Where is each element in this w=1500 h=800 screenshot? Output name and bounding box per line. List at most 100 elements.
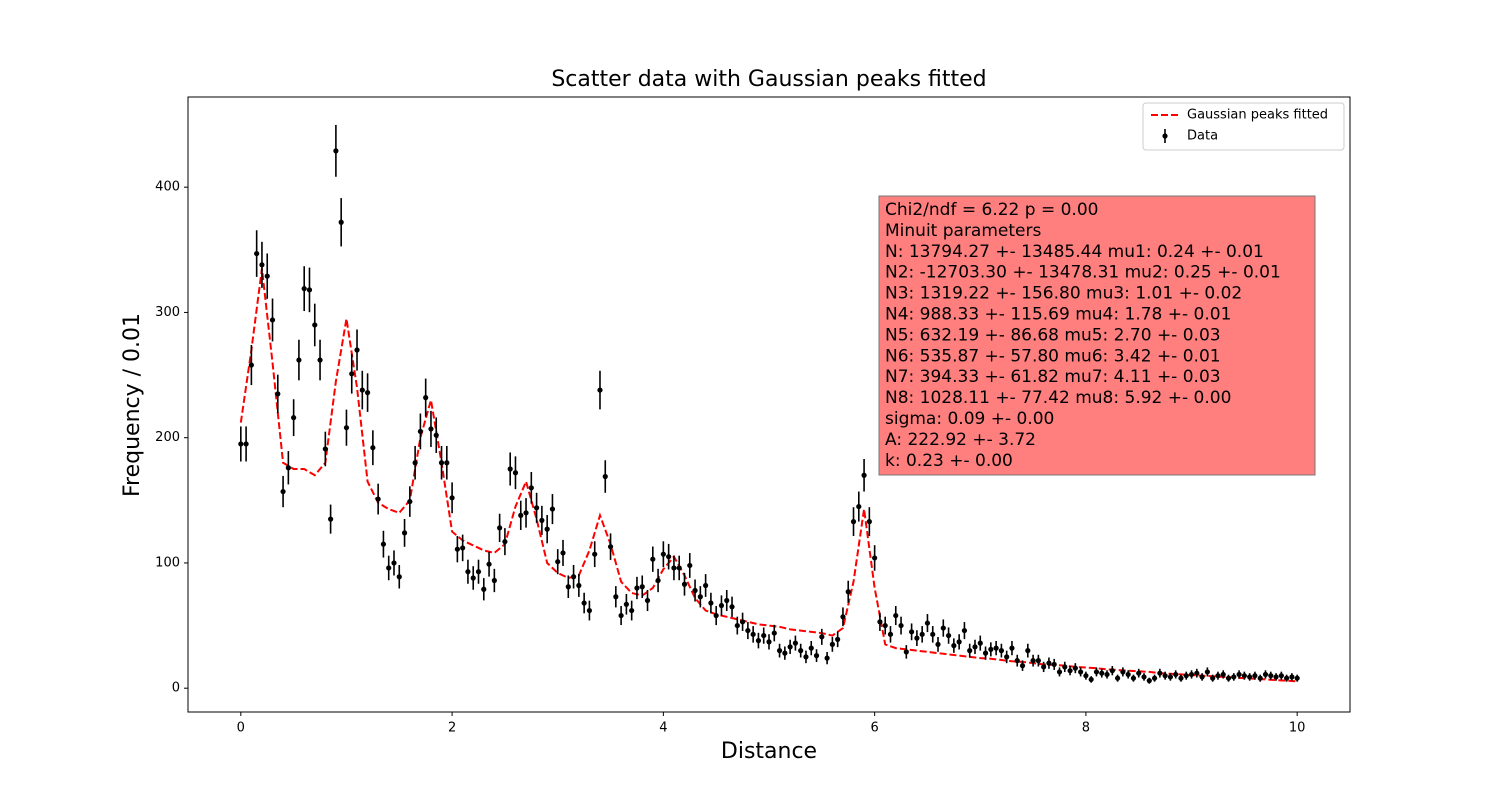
data-point (254, 250, 260, 257)
data-point (650, 556, 656, 562)
data-point (1167, 674, 1174, 680)
data-point (264, 273, 270, 279)
y-tick-label: 0 (172, 681, 180, 696)
data-point (1046, 660, 1052, 666)
data-point (465, 569, 471, 575)
data-point (449, 495, 455, 501)
data-point (639, 584, 645, 590)
annotation-line: N6: 535.87 +- 57.80 mu6: 3.42 +- 0.01 (885, 346, 1221, 366)
data-point (930, 631, 936, 637)
data-point (570, 574, 577, 580)
data-point (961, 627, 968, 634)
annotation-line: N8: 1028.11 +- 77.42 mu8: 5.92 +- 0.00 (885, 388, 1231, 408)
data-point (497, 525, 503, 531)
data-point (1130, 675, 1137, 681)
plot-area (238, 124, 1300, 684)
data-point (491, 577, 497, 584)
annotation-line: sigma: 0.09 +- 0.00 (885, 409, 1054, 429)
data-point (1178, 675, 1184, 681)
data-point (301, 286, 307, 292)
y-tick-label: 400 (155, 180, 180, 195)
data-point (343, 425, 350, 431)
data-point (602, 473, 608, 480)
data-point (333, 148, 339, 154)
data-point (634, 585, 640, 591)
data-point (967, 648, 973, 654)
data-point (364, 390, 371, 396)
data-point (481, 586, 487, 592)
data-point (1115, 675, 1121, 681)
data-point (433, 432, 439, 438)
data-point (269, 317, 276, 323)
annotation-box (878, 195, 1316, 476)
x-tick-label: 6 (870, 721, 878, 736)
annotation-line: A: 222.92 +- 3.72 (885, 430, 1036, 450)
data-point (1083, 673, 1089, 679)
data-point (745, 627, 751, 634)
data-point (935, 641, 941, 647)
data-point (644, 597, 651, 604)
x-tick-label: 2 (448, 721, 456, 736)
y-tick-label: 100 (155, 555, 180, 570)
data-point (338, 219, 344, 225)
data-point (454, 546, 460, 552)
y-axis-label: Frequency / 0.01 (120, 313, 145, 497)
data-point (766, 639, 772, 645)
data-point (798, 648, 804, 654)
data-point (734, 622, 740, 629)
data-point (597, 387, 603, 393)
data-point (803, 654, 809, 660)
data-point (1009, 645, 1015, 651)
data-point (655, 577, 661, 584)
data-point (275, 391, 281, 397)
data-point (1220, 671, 1226, 678)
data-point (285, 465, 291, 471)
data-point (1062, 664, 1068, 670)
data-point (972, 644, 978, 650)
annotation-line: Chi2/ndf = 6.22 p = 0.00 (885, 200, 1098, 220)
legend-swatch (1162, 133, 1168, 139)
data-point (1173, 671, 1179, 678)
data-point (919, 631, 925, 637)
data-point (718, 602, 725, 609)
data-point (444, 460, 450, 466)
data-point (243, 441, 249, 447)
legend-label: Gaussian peaks fitted (1187, 108, 1328, 123)
data-point (391, 560, 397, 566)
legend-box (1142, 102, 1345, 151)
data-point (1141, 674, 1147, 680)
data-point (697, 594, 703, 600)
data-point (877, 619, 883, 625)
data-point (486, 561, 492, 567)
data-point (924, 620, 931, 626)
data-point (1273, 674, 1279, 680)
annotation-line: N3: 1319.22 +- 156.80 mu3: 1.01 +- 0.02 (885, 284, 1242, 304)
data-point (1157, 670, 1163, 676)
data-point (1225, 675, 1232, 681)
data-point (956, 639, 962, 645)
data-point (724, 597, 730, 604)
data-point (407, 498, 413, 505)
data-point (1151, 675, 1158, 681)
data-point (1035, 658, 1041, 664)
annotation-line: N7: 394.33 +- 61.82 mu7: 4.11 +- 0.03 (885, 367, 1221, 387)
data-point (475, 569, 482, 575)
data-point (893, 612, 899, 619)
data-point (1236, 671, 1242, 678)
data-point (771, 630, 777, 636)
data-point (1199, 674, 1205, 680)
data-point (1078, 669, 1084, 675)
data-point (280, 488, 286, 495)
data-point (306, 287, 313, 293)
data-point (1268, 673, 1274, 679)
data-point (824, 655, 830, 661)
data-point (1109, 668, 1115, 674)
data-point (560, 550, 566, 556)
data-point (898, 622, 904, 629)
data-point (729, 604, 735, 610)
data-point (607, 544, 614, 550)
x-tick-label: 4 (659, 721, 667, 736)
data-point (623, 601, 629, 607)
data-point (903, 649, 909, 655)
